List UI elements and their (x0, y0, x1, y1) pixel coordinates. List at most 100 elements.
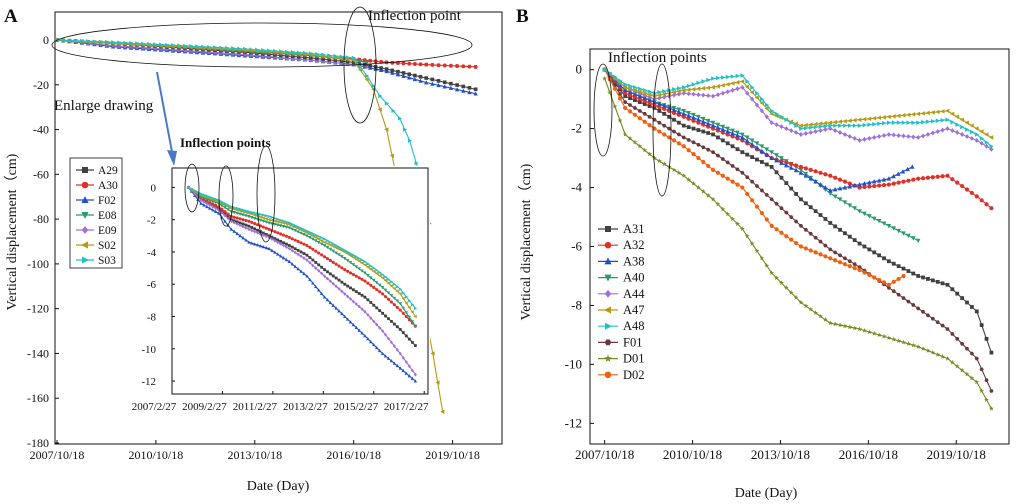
series-b-a40-point (881, 221, 887, 226)
series-b-d01-point (754, 248, 760, 254)
inset-series-s03-point (343, 248, 347, 253)
series-b-a40-point (901, 231, 906, 236)
inset-series-f02-point (273, 250, 277, 254)
inset-y-tick-label: -6 (147, 279, 157, 291)
series-b-f01-point (617, 92, 623, 96)
inset-x-tick-label: 2015/2/27 (333, 401, 378, 413)
legend-b-marker-a32 (604, 241, 612, 249)
series-b-a38-point (759, 148, 765, 154)
series-a-a30-point (430, 62, 435, 67)
inset-series-e09-point (395, 348, 399, 352)
inset-series-e09-point (308, 260, 312, 265)
inset-series-f02-point (343, 314, 347, 318)
series-b-a31-point (935, 279, 940, 284)
inset-series-s03-point (253, 211, 257, 215)
series-b-a48-point (843, 123, 848, 128)
series-a-s03-point (365, 73, 370, 78)
series-b-d01-point (720, 206, 726, 212)
inset-series-e09-point (366, 313, 370, 317)
inset-series-a29-point (282, 241, 285, 245)
series-a-s03-point (213, 45, 218, 50)
series-b-d01-point (730, 216, 736, 222)
series-b-d02-point (647, 123, 652, 128)
series-a-a30-point (461, 64, 466, 69)
inset-series-e09-point (337, 287, 341, 291)
series-b-a40-point (720, 124, 726, 130)
series-b-a31-point (652, 106, 657, 110)
series-b-a47-point (676, 88, 681, 94)
inset-series-f02-point (211, 208, 215, 212)
series-b-a32-point (920, 176, 926, 181)
series-b-f01-point (740, 170, 745, 175)
inset-series-s03-point (326, 238, 330, 243)
inset-series-s03-point (229, 205, 234, 209)
inset-series-s03-point (259, 212, 263, 217)
series-a-f02-point (448, 85, 454, 90)
inset-series-e09-point (287, 246, 291, 251)
series-b-a38-point (871, 179, 877, 184)
series-b-a32-point (740, 138, 745, 143)
series-b-a38-point (788, 165, 794, 170)
series-b-f01-point (715, 153, 721, 158)
inset-series-e09-point (407, 364, 411, 369)
inset-series-a29-point (331, 274, 335, 278)
series-b-a48-point (823, 123, 828, 129)
series-b-f01-point (940, 323, 945, 328)
inset-series-f02-point (241, 236, 245, 240)
panel-a-x-axis-label: Date (Day) (247, 479, 310, 494)
series-b-a31-point (896, 264, 901, 269)
series-b-d02-point (759, 211, 764, 216)
inset-series-s03-point (378, 270, 382, 275)
legend-b-label-a38: A38 (623, 254, 645, 268)
series-b-a31-point (691, 126, 696, 131)
inset-series-e08-point (410, 320, 415, 324)
inset-series-s02-point (313, 235, 318, 240)
series-a-a30-point (401, 61, 406, 66)
series-b-f01-point (686, 138, 691, 142)
series-b-a38-point (774, 158, 779, 163)
inset-series-a30-point (378, 290, 382, 294)
series-b-d01-point (910, 342, 916, 348)
series-b-d02-point (617, 96, 623, 101)
series-b-a48-point (623, 82, 628, 87)
series-b-a44-point (745, 90, 750, 96)
series-b-a48-point (730, 74, 736, 79)
series-b-a48-point (769, 108, 775, 114)
inset-series-s03-point (196, 190, 200, 194)
inset-series-s03-point (381, 272, 385, 277)
inset-series-a30-point (363, 279, 367, 283)
series-b-a31-point (794, 192, 798, 196)
inset-series-f02-point (314, 284, 318, 289)
series-b-a40-point (906, 233, 911, 239)
series-a-f02-point (378, 67, 384, 73)
series-b-d02-point (720, 173, 725, 178)
inset-series-a30-point (337, 264, 341, 268)
series-b-a31-point (838, 227, 842, 232)
series-b-d01-point (900, 339, 907, 345)
legend-b-marker-a47 (604, 306, 611, 314)
series-b-a44-point (667, 93, 672, 99)
series-b-f01-point (627, 103, 633, 107)
series-b-a32-point (735, 136, 740, 141)
series-b-a47-point (857, 117, 862, 123)
series-b-a38-line (604, 69, 913, 192)
inset-series-a30-point (302, 242, 306, 246)
series-b-a47-point (949, 111, 955, 117)
inset-series-e09-point (354, 302, 358, 306)
series-b-a31-point (969, 305, 974, 309)
series-b-a48-point (725, 74, 731, 80)
inset-series-e09-point (208, 203, 212, 207)
inset-series-e08-point (261, 219, 266, 223)
inset-series-e09-point (392, 344, 396, 348)
series-b-a31-point (930, 278, 935, 283)
series-b-a44-point (720, 90, 725, 96)
legend-a-label-s02: S02 (98, 240, 116, 252)
series-a-a29-point (467, 86, 472, 90)
series-b-f01-point (784, 210, 789, 215)
series-b-a44-point (710, 93, 716, 99)
series-a-s02-point (435, 380, 440, 385)
series-a-s03-point (261, 48, 266, 53)
inset-series-a30-point (375, 288, 379, 292)
series-b-a38-point (754, 145, 760, 150)
